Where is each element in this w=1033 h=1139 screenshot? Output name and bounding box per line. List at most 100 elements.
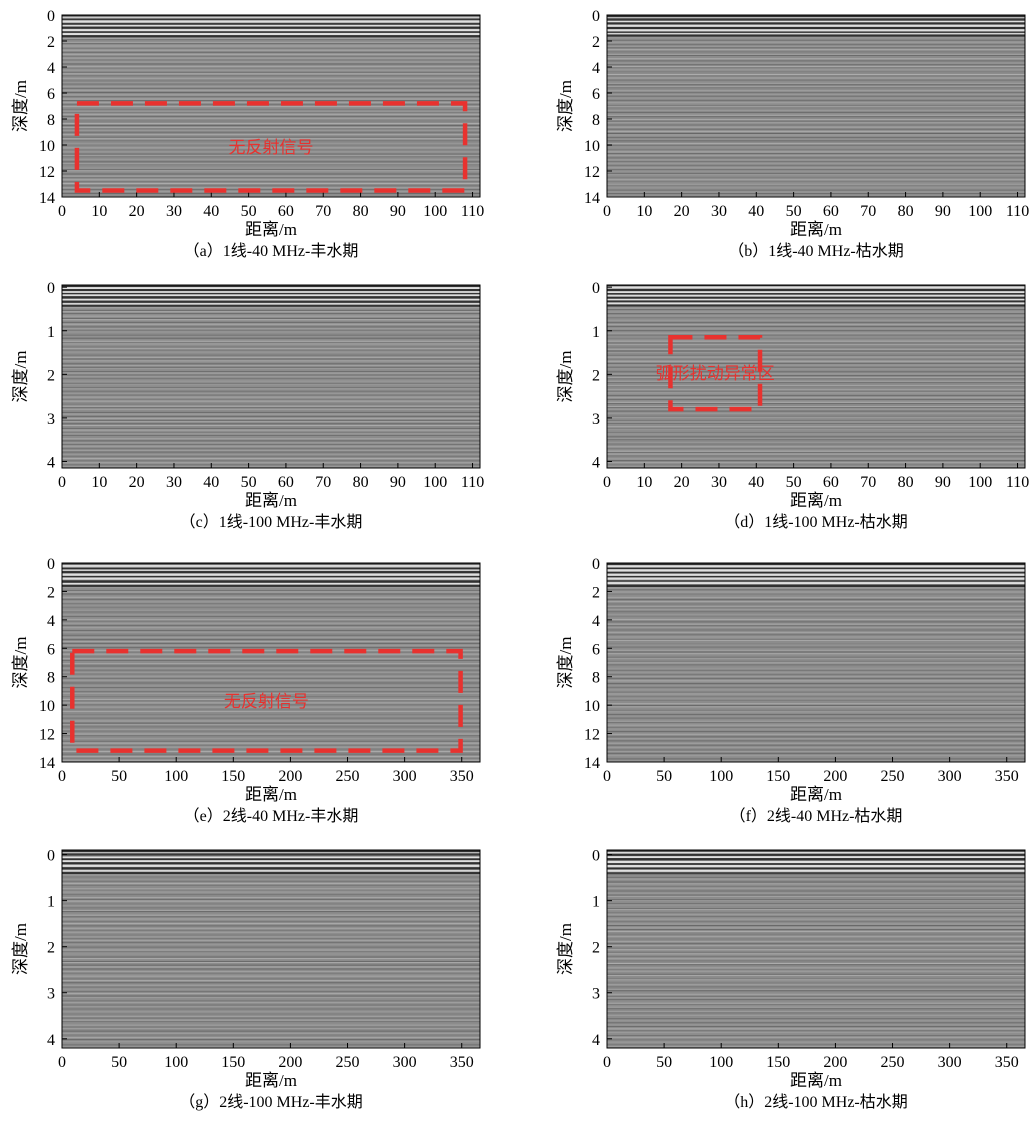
radargram xyxy=(606,284,1026,469)
y-tick-label: 3 xyxy=(592,411,600,428)
x-tick-label: 100 xyxy=(968,203,992,220)
x-tick-label: 70 xyxy=(315,203,331,220)
x-tick-label: 50 xyxy=(656,768,672,785)
annotation-text: 无反射信号 xyxy=(229,138,314,157)
radargram xyxy=(61,849,481,1049)
y-tick-label: 0 xyxy=(47,556,55,573)
radargram-image xyxy=(62,15,480,197)
x-tick-label: 200 xyxy=(823,1054,847,1071)
x-tick-label: 110 xyxy=(1006,203,1029,220)
y-tick-label: 14 xyxy=(584,755,600,772)
radargram-image xyxy=(607,850,1025,1048)
x-tick-label: 70 xyxy=(860,203,876,220)
radargram-image xyxy=(62,850,480,1048)
y-tick-label: 6 xyxy=(47,641,55,658)
x-tick-label: 80 xyxy=(353,474,369,491)
x-tick-label: 100 xyxy=(709,1054,733,1071)
y-tick-label: 2 xyxy=(47,367,55,384)
background xyxy=(607,15,1025,197)
background xyxy=(62,285,480,468)
y-tick-label: 2 xyxy=(592,584,600,601)
y-tick-label: 4 xyxy=(47,454,55,471)
x-tick-label: 100 xyxy=(164,1054,188,1071)
radargram xyxy=(606,14,1026,198)
y-tick-label: 1 xyxy=(47,894,55,911)
y-tick-label: 2 xyxy=(47,940,55,957)
x-tick-label: 70 xyxy=(315,474,331,491)
y-axis-label: 深度/m xyxy=(556,923,575,975)
y-axis-label: 深度/m xyxy=(11,80,30,132)
y-tick-label: 0 xyxy=(47,280,55,297)
x-tick-label: 0 xyxy=(58,1054,66,1071)
y-tick-label: 14 xyxy=(39,755,55,772)
frame xyxy=(606,14,1026,198)
y-tick-label: 4 xyxy=(592,60,600,77)
y-tick-label: 8 xyxy=(592,670,600,687)
radargram-image xyxy=(62,563,480,762)
x-tick-label: 60 xyxy=(823,474,839,491)
y-tick-label: 8 xyxy=(47,112,55,129)
x-axis-label: 距离/m xyxy=(245,220,297,239)
annotation-box xyxy=(70,648,463,753)
x-tick-label: 100 xyxy=(968,474,992,491)
x-tick-label: 0 xyxy=(603,203,611,220)
x-tick-label: 30 xyxy=(711,474,727,491)
caption: （g）2线-100 MHz-丰水期 xyxy=(179,1093,363,1111)
x-tick-label: 50 xyxy=(241,203,257,220)
x-axis-label: 距离/m xyxy=(245,491,297,510)
x-tick-label: 100 xyxy=(423,474,447,491)
x-tick-label: 80 xyxy=(353,203,369,220)
annotation-box xyxy=(668,335,763,412)
x-tick-label: 150 xyxy=(766,1054,790,1071)
x-tick-label: 50 xyxy=(656,1054,672,1071)
x-tick-label: 20 xyxy=(674,203,690,220)
x-tick-label: 100 xyxy=(423,203,447,220)
background xyxy=(62,563,480,762)
x-tick-label: 350 xyxy=(995,768,1019,785)
y-tick-label: 10 xyxy=(39,138,55,155)
caption: （f）2线-40 MHz-枯水期 xyxy=(730,807,903,825)
radargram xyxy=(61,14,481,198)
y-tick-label: 0 xyxy=(592,848,600,865)
y-tick-label: 8 xyxy=(592,112,600,129)
y-tick-label: 10 xyxy=(584,138,600,155)
x-tick-label: 150 xyxy=(766,768,790,785)
x-axis-label: 距离/m xyxy=(245,785,297,804)
x-tick-label: 300 xyxy=(393,768,417,785)
radargram xyxy=(606,849,1026,1049)
x-tick-label: 200 xyxy=(823,768,847,785)
x-axis-label: 距离/m xyxy=(245,1071,297,1090)
x-tick-label: 300 xyxy=(938,1054,962,1071)
x-tick-label: 70 xyxy=(860,474,876,491)
x-tick-label: 0 xyxy=(603,1054,611,1071)
y-axis-label: 深度/m xyxy=(11,637,30,689)
x-tick-label: 0 xyxy=(58,203,66,220)
background xyxy=(62,850,480,1048)
radargram xyxy=(606,562,1026,763)
x-tick-label: 60 xyxy=(278,203,294,220)
x-tick-label: 100 xyxy=(164,768,188,785)
x-tick-label: 90 xyxy=(935,203,951,220)
y-tick-label: 10 xyxy=(39,698,55,715)
y-tick-label: 2 xyxy=(47,34,55,51)
annotation-text: 弧形扰动异常区 xyxy=(656,364,775,383)
x-tick-label: 250 xyxy=(336,1054,360,1071)
x-tick-label: 150 xyxy=(221,768,245,785)
x-tick-label: 50 xyxy=(111,768,127,785)
x-tick-label: 50 xyxy=(786,474,802,491)
caption: （d）1线-100 MHz-枯水期 xyxy=(724,513,908,531)
x-tick-label: 30 xyxy=(711,203,727,220)
radargram-image xyxy=(607,15,1025,197)
radargram-image xyxy=(607,563,1025,762)
x-tick-label: 50 xyxy=(786,203,802,220)
x-tick-label: 10 xyxy=(636,203,652,220)
x-tick-label: 200 xyxy=(278,768,302,785)
radargram-image xyxy=(62,285,480,468)
y-tick-label: 4 xyxy=(47,1032,55,1049)
radargram xyxy=(61,562,481,763)
y-tick-label: 3 xyxy=(592,986,600,1003)
x-tick-label: 250 xyxy=(881,1054,905,1071)
background xyxy=(607,563,1025,762)
caption: （h）2线-100 MHz-枯水期 xyxy=(724,1093,908,1111)
